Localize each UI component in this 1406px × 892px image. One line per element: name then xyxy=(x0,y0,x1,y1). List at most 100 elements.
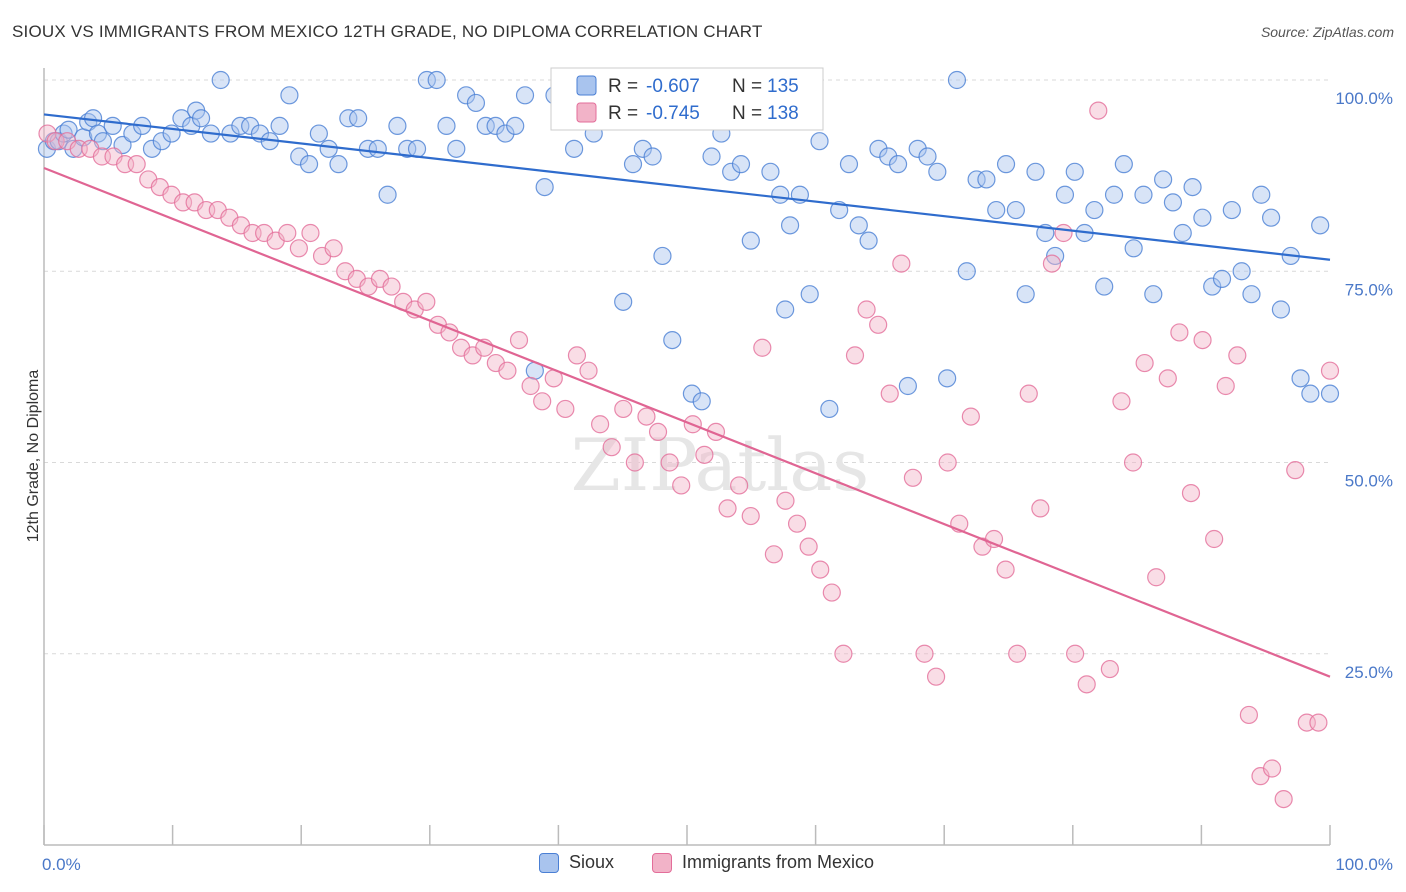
sioux-point xyxy=(290,147,309,166)
chart-title: SIOUX VS IMMIGRANTS FROM MEXICO 12TH GRA… xyxy=(12,22,763,41)
mexico-point xyxy=(498,361,517,380)
mexico-point xyxy=(521,376,540,396)
mexico-point xyxy=(741,506,760,526)
sioux-point xyxy=(957,262,976,281)
sioux-point xyxy=(928,162,947,181)
sioux-point xyxy=(191,109,211,128)
sioux-point xyxy=(407,139,427,158)
mexico-point xyxy=(845,346,865,365)
sioux-point xyxy=(967,170,986,189)
x-axis-ticks xyxy=(43,825,1331,845)
sioux-point xyxy=(152,132,171,151)
mexico-point xyxy=(1158,369,1177,388)
sioux-point xyxy=(977,170,996,189)
mexico-point xyxy=(1066,644,1085,663)
mexico-point xyxy=(567,346,587,365)
sioux-point xyxy=(722,162,741,181)
sioux-point xyxy=(888,155,908,174)
mexico-point xyxy=(1135,353,1154,373)
mexico-point xyxy=(1286,461,1305,480)
sioux-point xyxy=(810,132,829,151)
sioux-point xyxy=(1154,170,1173,189)
sioux-point xyxy=(535,178,554,197)
mexico-point xyxy=(417,292,436,311)
sioux-point xyxy=(918,147,937,166)
sioux-point xyxy=(1104,185,1124,204)
sioux-point xyxy=(172,109,191,128)
mexico-point xyxy=(614,399,633,419)
x-tick-label-max: 100.0% xyxy=(1335,855,1393,874)
sioux-point xyxy=(437,116,456,136)
mexico-point xyxy=(556,399,575,419)
mexico-point xyxy=(880,384,899,403)
mexico-point xyxy=(811,560,830,579)
sioux-point xyxy=(565,139,584,158)
sioux-point xyxy=(869,139,888,158)
legend-r-label-2: R = xyxy=(608,103,638,124)
bottom-legend-item-sioux: Sioux xyxy=(539,852,614,873)
sioux-point xyxy=(820,399,839,419)
mexico-point xyxy=(1112,392,1131,411)
sioux-point xyxy=(771,185,790,204)
sioux-point xyxy=(59,120,78,139)
legend-swatch-mexico xyxy=(576,102,597,123)
mexico-point xyxy=(1031,499,1050,518)
legend-n-value-2: 138 xyxy=(767,103,799,124)
sioux-point xyxy=(1183,178,1202,197)
sioux-point xyxy=(388,116,407,136)
sioux-point xyxy=(839,155,859,174)
sioux-point xyxy=(427,70,446,90)
sioux-point xyxy=(938,369,957,388)
sioux-point xyxy=(280,86,299,105)
mexico-point xyxy=(1100,659,1119,679)
mexico-point xyxy=(799,537,818,556)
mexico-point xyxy=(509,331,529,350)
sioux-point xyxy=(1095,277,1114,296)
sioux-point xyxy=(1016,285,1035,304)
mexico-point xyxy=(915,644,934,663)
mexico-point xyxy=(892,254,911,273)
sioux-point xyxy=(329,155,348,174)
sioux-point xyxy=(319,139,338,158)
sioux-point xyxy=(1193,208,1212,227)
sioux-point xyxy=(496,124,515,143)
sioux-point xyxy=(1055,185,1075,204)
mexico-point xyxy=(324,239,343,258)
mexico-point xyxy=(1181,484,1201,503)
mexico-point xyxy=(869,315,888,334)
sioux-point xyxy=(515,86,535,105)
sioux-point xyxy=(103,116,122,136)
mexico-point xyxy=(382,277,401,296)
mexico-point xyxy=(533,392,552,411)
sioux-point xyxy=(1291,369,1310,388)
mexico-point xyxy=(1262,759,1282,778)
sioux-point xyxy=(800,285,819,304)
mexico-point xyxy=(1274,789,1293,809)
sioux-point xyxy=(368,139,387,158)
sioux-point xyxy=(1212,269,1232,288)
sioux-point xyxy=(996,155,1016,174)
mexico-point xyxy=(1077,675,1096,694)
mexico-point xyxy=(938,453,957,472)
sioux-point xyxy=(1144,285,1163,304)
mexico-point xyxy=(579,361,598,380)
sioux-point xyxy=(1311,216,1330,235)
sioux-point xyxy=(231,116,250,136)
sioux-point xyxy=(309,124,328,143)
sioux-point xyxy=(1065,162,1084,181)
sioux-point xyxy=(1085,200,1104,220)
sioux-point xyxy=(702,147,721,166)
mexico-point xyxy=(1147,568,1166,587)
mexico-point xyxy=(1042,254,1062,273)
legend: R = -0.607 N = 135 R = -0.745 N = 138 xyxy=(550,67,824,131)
sioux-point xyxy=(623,155,643,174)
mexico-point xyxy=(1205,529,1224,549)
sioux-point xyxy=(270,116,289,136)
sioux-point xyxy=(1271,300,1291,319)
legend-r-value-2: -0.745 xyxy=(646,103,700,124)
mexico-point xyxy=(1008,644,1027,663)
sioux-point xyxy=(1222,200,1241,220)
sioux-point xyxy=(378,185,397,204)
sioux-point xyxy=(466,93,486,113)
